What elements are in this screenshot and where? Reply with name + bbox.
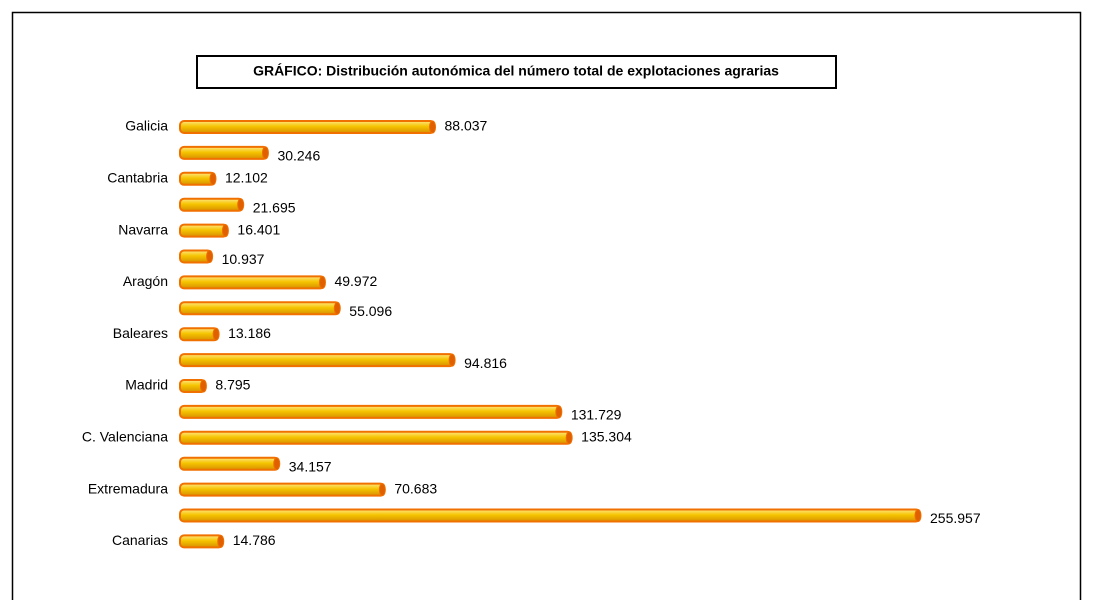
value-label: 21.695 [253, 199, 296, 215]
bar [179, 353, 456, 368]
bar [179, 327, 220, 342]
bar-cap [199, 379, 207, 393]
value-label: 34.157 [289, 458, 332, 474]
bar [179, 301, 341, 316]
y-tick-label: Galicia [125, 118, 168, 134]
bar-cap [212, 327, 220, 341]
y-tick-label: Extremadura [88, 480, 168, 496]
y-tick-label: Aragón [123, 273, 168, 289]
bar-cap [555, 405, 563, 419]
value-label: 12.102 [225, 170, 268, 186]
y-tick-label: Navarra [118, 221, 168, 237]
value-label: 13.186 [228, 325, 271, 341]
value-label: 255.957 [930, 510, 981, 526]
value-label: 70.683 [394, 480, 437, 496]
chart-title: GRÁFICO: Distribución autonómica del núm… [253, 63, 779, 79]
bar [179, 430, 573, 445]
value-label: 49.972 [334, 273, 377, 289]
value-label: 94.816 [464, 355, 507, 371]
y-tick-label: Cantabria [107, 170, 168, 186]
bar [179, 275, 326, 290]
bar-cap [378, 483, 386, 497]
value-label: 131.729 [571, 407, 622, 423]
bar [179, 534, 224, 549]
value-label: 16.401 [237, 221, 280, 237]
y-tick-label: Baleares [113, 325, 168, 341]
bar [179, 456, 280, 471]
value-label: 55.096 [349, 303, 392, 319]
value-label: 10.937 [222, 251, 265, 267]
bar [179, 120, 436, 134]
bar-cap [209, 172, 217, 186]
frame [11, 11, 1082, 600]
bar-cap [273, 457, 281, 471]
bar [179, 197, 244, 212]
bar-cap [914, 509, 922, 522]
bar-cap [221, 224, 229, 238]
bar [179, 145, 269, 160]
value-label: 88.037 [445, 118, 488, 134]
bar [179, 223, 229, 238]
y-tick-label: Canarias [112, 532, 168, 548]
bar-cap [206, 250, 214, 263]
bar-cap [448, 353, 456, 367]
value-label: 135.304 [581, 429, 632, 445]
bar [179, 508, 921, 523]
bar-cap [318, 275, 326, 289]
bar [179, 482, 386, 497]
value-label: 30.246 [277, 148, 320, 164]
bar-cap [237, 198, 245, 212]
value-label: 8.795 [215, 377, 250, 393]
bar-cap [261, 146, 269, 160]
value-label: 14.786 [233, 532, 276, 548]
bar-cap [217, 534, 225, 548]
bar-cap [429, 120, 437, 134]
title-box [196, 55, 837, 89]
bar [179, 404, 562, 419]
bar-cap [565, 431, 573, 445]
bar-cap [333, 301, 341, 315]
y-tick-label: C. Valenciana [82, 429, 168, 445]
y-tick-label: Madrid [125, 377, 168, 393]
